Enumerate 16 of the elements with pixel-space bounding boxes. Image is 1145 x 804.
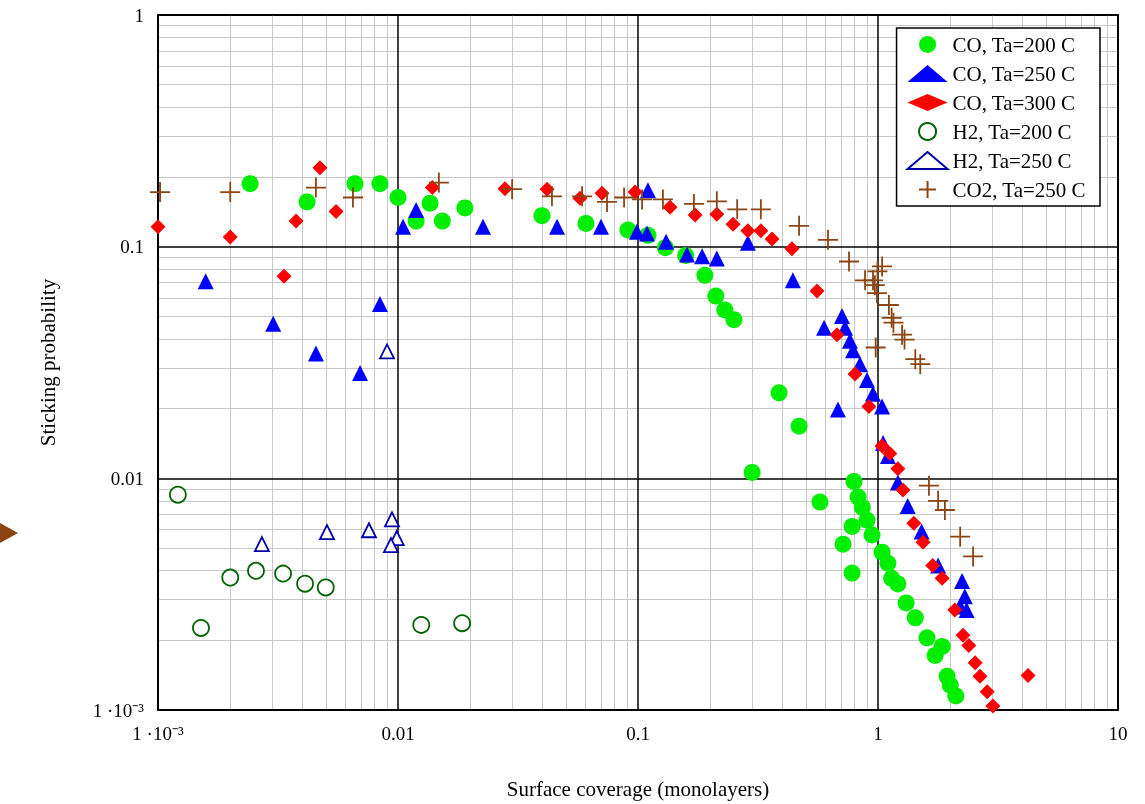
x-tick-label: 1 [873, 723, 883, 744]
legend-label: CO, Ta=300 C [952, 90, 1076, 115]
y-tick-label: 0.1 [120, 236, 144, 258]
y-axis-title: Sticking probability [35, 278, 60, 447]
y-tick-label: 0.01 [110, 467, 144, 489]
x-tick-label: 10 [1108, 723, 1128, 744]
y-tick-label: 1 ·10⁻³ [92, 699, 145, 721]
legend-label: CO, Ta=200 C [952, 32, 1076, 57]
x-axis-title: Surface coverage (monolayers) [506, 776, 770, 801]
legend-label: CO, Ta=250 C [952, 61, 1076, 86]
y-tick-label: 1 [134, 4, 144, 26]
legend-label: H2, Ta=200 C [952, 119, 1072, 144]
x-tick-label: 0.1 [626, 723, 650, 744]
x-tick-label: 0.01 [381, 723, 415, 744]
legend-label: H2, Ta=250 C [952, 148, 1072, 173]
legend-label: CO2, Ta=250 C [952, 177, 1086, 202]
